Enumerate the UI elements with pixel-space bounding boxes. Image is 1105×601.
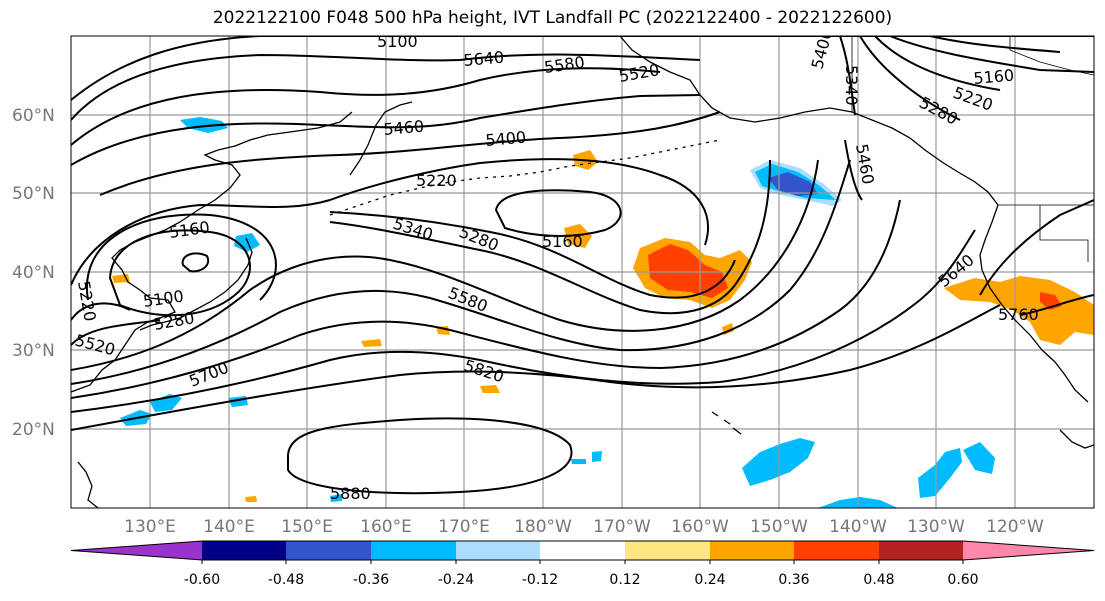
colorbar-cell (71, 541, 202, 560)
ivt-negative-region (571, 459, 586, 464)
ivt-negative-region (330, 494, 342, 502)
colorbar-cell (710, 541, 794, 560)
na-west-coastline (979, 204, 1089, 403)
colorbar-label: -0.24 (438, 572, 474, 588)
ivt-positive-region (480, 385, 500, 393)
lat-label: 20°N (12, 420, 55, 440)
ivt-strong-negative-region (768, 172, 818, 196)
contour-label: 5520 (73, 331, 117, 360)
colorbar-cell (540, 541, 625, 560)
colorbar-cell (963, 541, 1094, 560)
contour-label: 5160 (168, 217, 211, 241)
colorbar-label: 0.60 (947, 572, 978, 588)
contour-label: 5400 (485, 128, 527, 150)
contour-label: 5820 (462, 356, 507, 387)
lon-label: 130°E (124, 517, 176, 537)
ivt-negative-region (150, 394, 182, 412)
kamchatka-coastline (349, 101, 413, 176)
ivt-positive-region (245, 496, 257, 502)
contour-label: 5100 (142, 286, 185, 310)
contour-label: 5460 (852, 142, 878, 185)
colorbar-cell (625, 541, 710, 560)
ivt-negative-region (234, 233, 260, 252)
lon-label: 170°W (593, 517, 651, 537)
contour-label: 5220 (416, 171, 457, 190)
lat-label: 60°N (12, 106, 55, 126)
contour-label: 5400 (808, 27, 837, 71)
hawaii-islands (711, 411, 742, 435)
contour-label: 5880 (330, 484, 371, 503)
contour-label: 5520 (617, 60, 660, 86)
colorbar-cell (202, 541, 286, 560)
contour-labels: 5100 5640 5580 5520 5400 5340 5160 5220 … (73, 27, 1039, 503)
lat-label: 40°N (12, 263, 55, 283)
lon-label: 150°E (281, 517, 333, 537)
alaska-coastline (619, 36, 999, 206)
ivt-negative-region (592, 451, 602, 462)
contour-label: 5160 (973, 66, 1015, 88)
colorbar-label: -0.48 (268, 572, 304, 588)
ivt-negative-region (963, 442, 995, 474)
colorbar-label: -0.12 (522, 572, 558, 588)
colorbar-label: -0.60 (184, 572, 220, 588)
contour-label: 5100 (377, 32, 418, 51)
colorbar-labels: -0.60 -0.48 -0.36 -0.24 -0.12 0.12 0.24 … (184, 572, 979, 588)
latitude-axis: 60°N 50°N 40°N 30°N 20°N (12, 106, 55, 440)
lon-label: 160°E (360, 517, 412, 537)
colorbar-cells (70, 540, 1095, 561)
colorbar-cell (371, 541, 456, 560)
colorbar-ticks (201, 560, 964, 564)
ivt-positive-region (361, 339, 382, 347)
lon-label: 140°E (203, 517, 255, 537)
lon-label: 160°W (671, 517, 729, 537)
colorbar-cell (794, 541, 879, 560)
contour-label: 5460 (383, 117, 425, 139)
height-contours (71, 36, 1094, 495)
colorbar-label: 0.36 (778, 572, 809, 588)
colorbar-label: 0.48 (863, 572, 894, 588)
mexico-coastline (1059, 429, 1094, 449)
lat-label: 50°N (12, 184, 55, 204)
map-title: 2022122100 F048 500 hPa height, IVT Land… (212, 8, 893, 28)
contour-label: 5580 (446, 283, 491, 316)
colorbar: -0.60 -0.48 -0.36 -0.24 -0.12 0.12 0.24 … (70, 540, 1095, 588)
contour-label: 5580 (543, 52, 586, 76)
contour-label: 5760 (998, 305, 1039, 324)
ivt-negative-region (180, 117, 228, 133)
ivt-negative-region (918, 448, 962, 498)
colorbar-label: 0.24 (694, 572, 725, 588)
aleutian-islands (329, 139, 721, 216)
longitude-axis: 130°E 140°E 150°E 160°E 170°E 180°W 170°… (124, 517, 1044, 537)
contour-label: 5340 (391, 214, 436, 245)
colorbar-label: 0.12 (609, 572, 640, 588)
colorbar-cell (456, 541, 540, 560)
map-frame (70, 35, 1095, 509)
lon-label: 180°W (514, 517, 572, 537)
lon-label: 170°E (438, 517, 490, 537)
grid (71, 36, 1094, 508)
colorbar-label: -0.36 (353, 572, 389, 588)
contour-label: 5220 (74, 279, 100, 322)
lon-label: 130°W (907, 517, 965, 537)
lat-label: 30°N (12, 341, 55, 361)
lon-label: 150°W (750, 517, 808, 537)
philippines-coastline (77, 461, 99, 508)
colorbar-cell (879, 541, 963, 560)
lon-label: 140°W (829, 517, 887, 537)
contour-label: 5640 (463, 48, 505, 70)
contour-label: 5160 (542, 232, 583, 251)
lon-label: 120°W (986, 517, 1044, 537)
colorbar-cell (286, 541, 371, 560)
ivt-strong-positive-region (648, 244, 728, 298)
contour-label: 5340 (842, 65, 861, 106)
ivt-shading (112, 117, 1094, 508)
